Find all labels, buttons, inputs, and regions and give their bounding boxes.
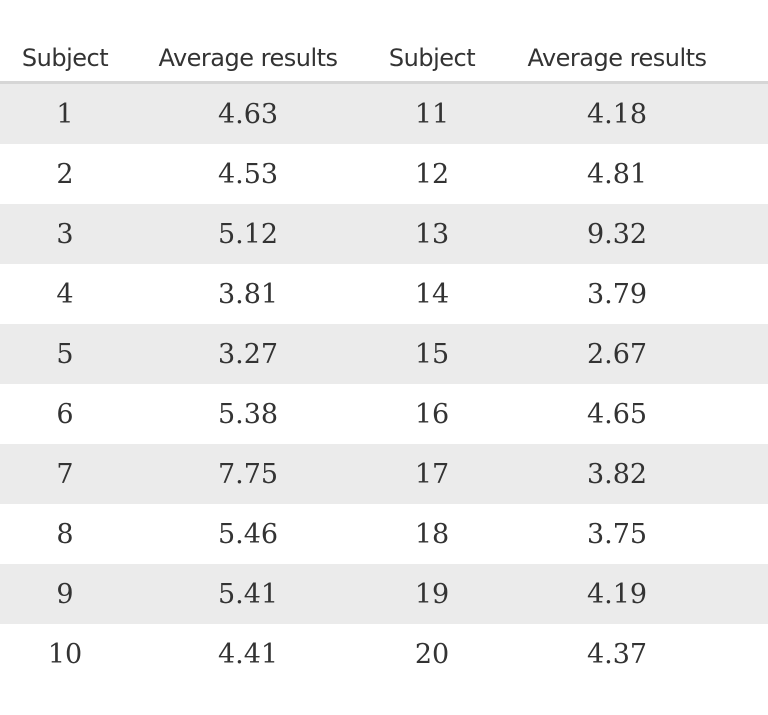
table-cell: 19 — [414, 578, 450, 610]
table-cell: 1 — [56, 98, 74, 130]
table-cell: 5.41 — [217, 578, 279, 610]
table-cell: 5 — [56, 338, 74, 370]
table-cell: 14 — [414, 278, 450, 310]
table-cell: 18 — [414, 518, 450, 550]
table-cell: 16 — [414, 398, 450, 430]
table-row: 9 5.41 19 4.19 — [0, 564, 768, 624]
table-cell: Average results — [158, 44, 338, 72]
table-cell: 10 — [47, 638, 83, 670]
table-cell: 9.32 — [586, 218, 648, 250]
table-row: 2 4.53 12 4.81 — [0, 144, 768, 204]
table-cell: 5.12 — [217, 218, 279, 250]
table-row: 3 5.12 13 9.32 — [0, 204, 768, 264]
table-cell: Subject — [388, 44, 476, 72]
table-row: 7 7.75 17 3.82 — [0, 444, 768, 504]
table-row: 8 5.46 18 3.75 — [0, 504, 768, 564]
table-cell: 4.19 — [586, 578, 648, 610]
table-row: 4 3.81 14 3.79 — [0, 264, 768, 324]
table-cell: 4.18 — [586, 98, 648, 130]
table-cell: 7.75 — [217, 458, 279, 490]
table-cell: 8 — [56, 518, 74, 550]
table-cell: 4.53 — [217, 158, 279, 190]
table-cell: 11 — [414, 98, 450, 130]
table-cell: 6 — [56, 398, 74, 430]
table-row: 6 5.38 16 4.65 — [0, 384, 768, 444]
table-row: 1 4.63 11 4.18 — [0, 84, 768, 144]
table-cell: 3.79 — [586, 278, 648, 310]
table-cell: 4.37 — [586, 638, 648, 670]
table-cell: Average results — [527, 44, 707, 72]
table-cell: 3 — [56, 218, 74, 250]
table-row: 10 4.41 20 4.37 — [0, 624, 768, 684]
table-row: 5 3.27 15 2.67 — [0, 324, 768, 384]
table-cell: 3.81 — [217, 278, 279, 310]
table-cell: 3.75 — [586, 518, 648, 550]
table-cell: 13 — [414, 218, 450, 250]
table-cell: 5.46 — [217, 518, 279, 550]
table-cell: 9 — [56, 578, 74, 610]
table-cell: 12 — [414, 158, 450, 190]
table-cell: 5.38 — [217, 398, 279, 430]
table-cell: 2.67 — [586, 338, 648, 370]
table-cell: 17 — [414, 458, 450, 490]
table-cell: 4.81 — [586, 158, 648, 190]
table-header: Subject Average results Subject Average res… — [0, 35, 768, 84]
table-cell: 4.63 — [217, 98, 279, 130]
table-cell: Subject — [21, 44, 109, 72]
table-cell: 2 — [56, 158, 74, 190]
table-cell: 15 — [414, 338, 450, 370]
table-cell: 3.27 — [217, 338, 279, 370]
table-cell: 4.65 — [586, 398, 648, 430]
table-cell: 4.41 — [217, 638, 279, 670]
table-cell: 20 — [414, 638, 450, 670]
table-cell: 4 — [56, 278, 74, 310]
table-cell: 7 — [56, 458, 74, 490]
table-cell: 3.82 — [586, 458, 648, 490]
